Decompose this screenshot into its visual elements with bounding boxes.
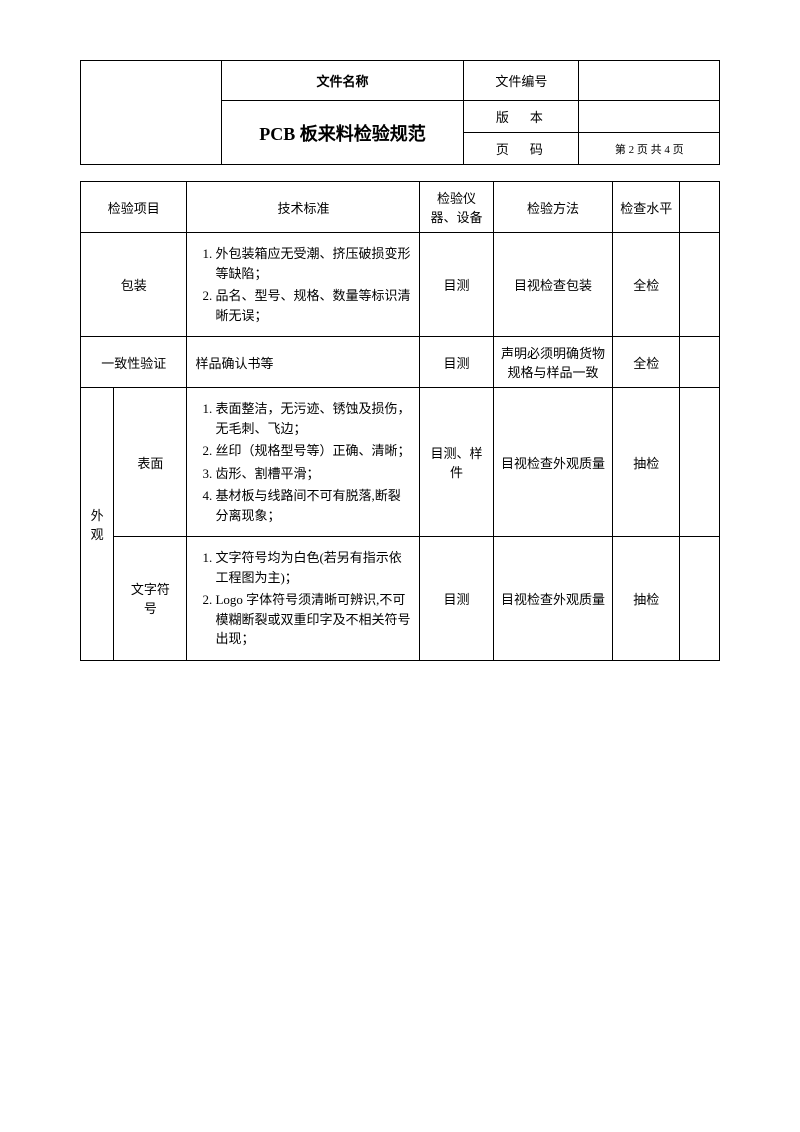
text-item: 文字符 号 (114, 537, 187, 661)
text-level: 抽检 (613, 537, 680, 661)
text-std1: 文字符号均为白色(若另有指示依工程图为主)； (215, 548, 411, 587)
col-method: 检验方法 (493, 182, 613, 233)
consistency-method: 声明必须明确货物规格与样品一致 (493, 337, 613, 388)
col-level: 检查水平 (613, 182, 680, 233)
surface-std2: 丝印（规格型号等）正确、清晰； (215, 441, 411, 461)
surface-standard: 表面整洁，无污迹、锈蚀及损伤，无毛刺、飞边； 丝印（规格型号等）正确、清晰； 齿… (187, 388, 420, 537)
row-packaging: 包装 外包装箱应无受潮、挤压破损变形等缺陷； 品名、型号、规格、数量等标识清晰无… (81, 233, 720, 337)
page-label: 页 码 (464, 133, 579, 165)
consistency-equipment: 目测 (420, 337, 493, 388)
page-value: 第 2 页 共 4 页 (579, 133, 720, 165)
text-method: 目视检查外观质量 (493, 537, 613, 661)
text-standard: 文字符号均为白色(若另有指示依工程图为主)； Logo 字体符号须清晰可辨识,不… (187, 537, 420, 661)
consistency-item: 一致性验证 (81, 337, 187, 388)
col-standard: 技术标准 (187, 182, 420, 233)
text-equipment: 目测 (420, 537, 493, 661)
consistency-standard: 样品确认书等 (187, 337, 420, 388)
col-blank (680, 182, 720, 233)
document-header-table: 文件名称 文件编号 PCB 板来料检验规范 版 本 页 码 第 2 页 共 4 … (80, 60, 720, 165)
table-header-row: 检验项目 技术标准 检验仪器、设备 检验方法 检查水平 (81, 182, 720, 233)
surface-std4: 基材板与线路间不可有脱落,断裂分离现象； (215, 486, 411, 525)
surface-method: 目视检查外观质量 (493, 388, 613, 537)
packaging-level: 全检 (613, 233, 680, 337)
packaging-std2: 品名、型号、规格、数量等标识清晰无误； (215, 286, 411, 325)
surface-std3: 齿形、割槽平滑； (215, 464, 411, 484)
text-std2: Logo 字体符号须清晰可辨识,不可模糊断裂或双重印字及不相关符号出现； (215, 590, 411, 649)
inspection-table: 检验项目 技术标准 检验仪器、设备 检验方法 检查水平 包装 外包装箱应无受潮、… (80, 181, 720, 661)
consistency-level: 全检 (613, 337, 680, 388)
col-item: 检验项目 (81, 182, 187, 233)
packaging-std1: 外包装箱应无受潮、挤压破损变形等缺陷； (215, 244, 411, 283)
row-appearance-surface: 外观 表面 表面整洁，无污迹、锈蚀及损伤，无毛刺、飞边； 丝印（规格型号等）正确… (81, 388, 720, 537)
packaging-method: 目视检查包装 (493, 233, 613, 337)
surface-std1: 表面整洁，无污迹、锈蚀及损伤，无毛刺、飞边； (215, 399, 411, 438)
surface-level: 抽检 (613, 388, 680, 537)
doc-name-label: 文件名称 (221, 61, 464, 101)
surface-item: 表面 (114, 388, 187, 537)
version-label: 版 本 (464, 101, 579, 133)
row-appearance-text: 文字符 号 文字符号均为白色(若另有指示依工程图为主)； Logo 字体符号须清… (81, 537, 720, 661)
packaging-equipment: 目测 (420, 233, 493, 337)
packaging-item: 包装 (81, 233, 187, 337)
packaging-standard: 外包装箱应无受潮、挤压破损变形等缺陷； 品名、型号、规格、数量等标识清晰无误； (187, 233, 420, 337)
doc-title: PCB 板来料检验规范 (221, 101, 464, 165)
appearance-group: 外观 (81, 388, 114, 661)
row-consistency: 一致性验证 样品确认书等 目测 声明必须明确货物规格与样品一致 全检 (81, 337, 720, 388)
surface-equipment: 目测、样件 (420, 388, 493, 537)
col-equipment: 检验仪器、设备 (420, 182, 493, 233)
doc-number-label: 文件编号 (464, 61, 579, 101)
